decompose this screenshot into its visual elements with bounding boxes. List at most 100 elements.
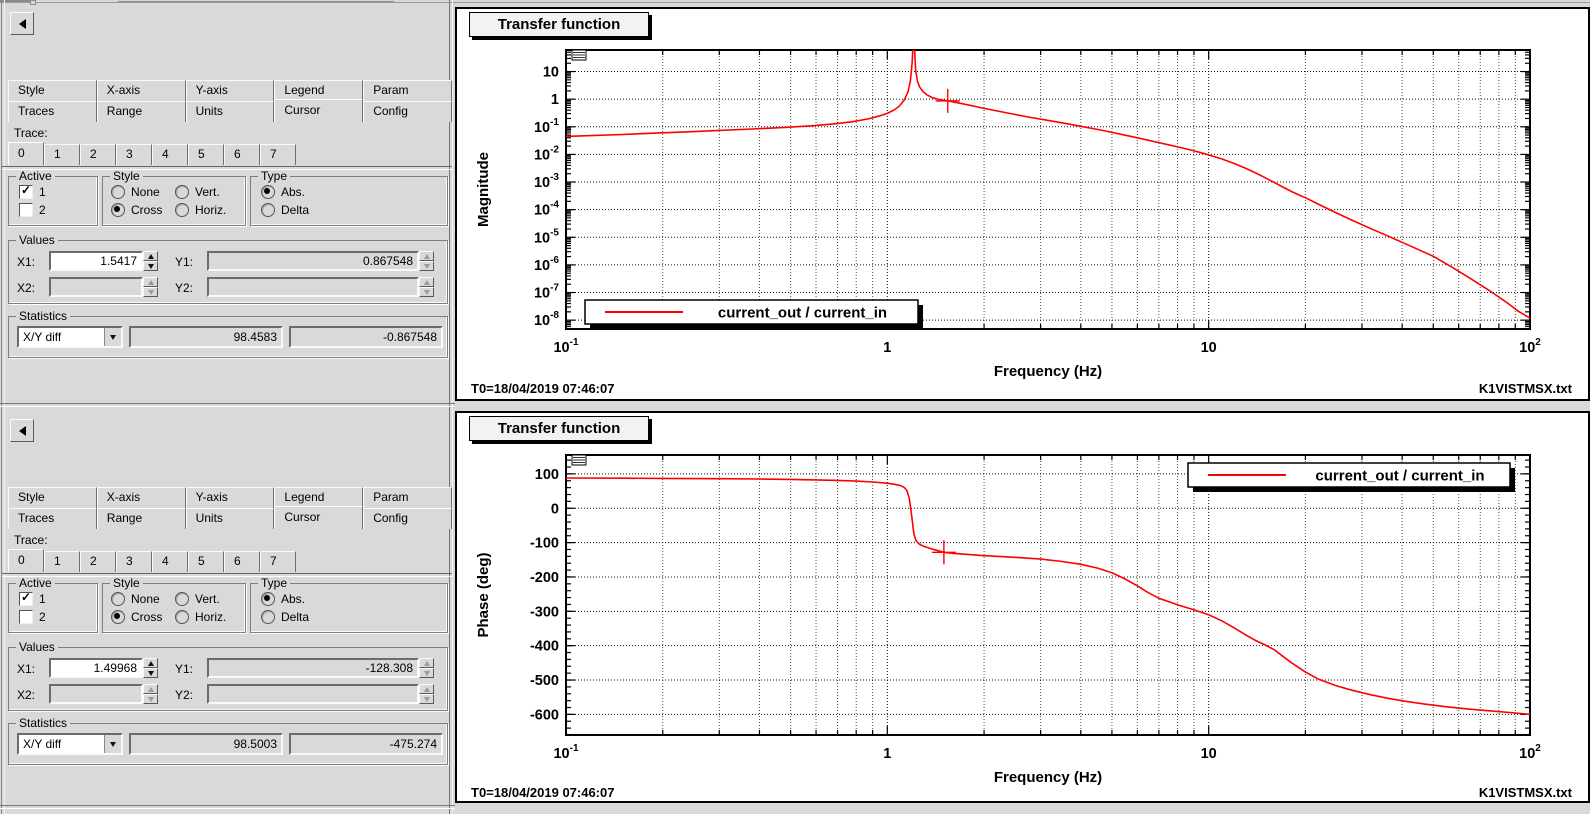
plot-frame [565, 49, 1531, 330]
plot-title-text: Transfer function [497, 420, 621, 437]
style-vert-radio[interactable] [175, 185, 189, 199]
type-delta-radio[interactable] [261, 203, 275, 217]
y2-spinner [419, 684, 434, 704]
style-horiz-radio[interactable] [175, 610, 189, 624]
trace-tab-0[interactable]: 0 [8, 549, 44, 572]
cursor-1-checkbox[interactable] [19, 183, 33, 199]
legend-box[interactable]: current_out / current_in [1187, 462, 1515, 492]
type-group: Type Abs. Delta [250, 170, 448, 226]
spin-down-icon [419, 261, 434, 271]
cursor-2-checkbox[interactable] [19, 203, 33, 217]
plot-title[interactable]: Transfer function [469, 416, 649, 441]
legend-box[interactable]: current_out / current_in [584, 299, 923, 329]
left-arrow-icon [18, 425, 26, 436]
tab-cursor[interactable]: Cursor [274, 506, 364, 529]
spin-up-icon[interactable] [143, 251, 158, 261]
tab-range[interactable]: Range [96, 101, 186, 122]
tab-config[interactable]: Config [363, 508, 452, 529]
plot-title[interactable]: Transfer function [469, 12, 649, 37]
x2-field[interactable] [49, 277, 143, 297]
x1-input[interactable]: 1.5417 [49, 251, 143, 271]
spin-down-icon[interactable] [143, 261, 158, 271]
y1-field: 0.867548 [207, 251, 419, 271]
tab-units[interactable]: Units [185, 101, 275, 122]
type-delta-radio[interactable] [261, 610, 275, 624]
svg-text:-400: -400 [530, 639, 559, 655]
tab-traces[interactable]: Traces [8, 101, 97, 122]
cursor-2-checkbox[interactable] [19, 610, 33, 624]
tab-traces[interactable]: Traces [8, 508, 97, 529]
style-cross-radio[interactable] [111, 203, 125, 217]
trace-tab-1[interactable]: 1 [44, 144, 80, 165]
collapse-panel-button[interactable] [10, 12, 34, 35]
tab-x-axis[interactable]: X-axis [96, 487, 186, 508]
cursor-cross[interactable] [931, 540, 956, 565]
trace-tab-3[interactable]: 3 [116, 551, 152, 572]
tab-y-axis[interactable]: Y-axis [185, 487, 275, 508]
statistics-x-value: 98.4583 [129, 326, 283, 348]
trace-tab-3[interactable]: 3 [116, 144, 152, 165]
statistics-mode-dropdown[interactable]: X/Y diff [17, 733, 123, 755]
style-horiz-radio[interactable] [175, 203, 189, 217]
tab-cursor[interactable]: Cursor [274, 99, 364, 122]
cursor-1-checkbox[interactable] [19, 590, 33, 606]
trace-tab-2[interactable]: 2 [80, 551, 116, 572]
trace-tab-5[interactable]: 5 [188, 551, 224, 572]
collapse-panel-button[interactable] [10, 419, 34, 442]
trace-tab-7[interactable]: 7 [260, 144, 296, 165]
trace-tab-5[interactable]: 5 [188, 144, 224, 165]
trace-tab-4[interactable]: 4 [152, 551, 188, 572]
x1-spinner[interactable] [143, 251, 158, 271]
tab-y-axis[interactable]: Y-axis [185, 80, 275, 101]
spin-up-icon[interactable] [143, 658, 158, 668]
dropdown-arrow-icon[interactable] [104, 735, 121, 753]
x1-spinner[interactable] [143, 658, 158, 678]
spin-up-icon [143, 277, 158, 287]
cursor-cross[interactable] [935, 88, 960, 113]
svg-text:current_out / current_in: current_out / current_in [718, 305, 887, 322]
tab-units[interactable]: Units [185, 508, 275, 529]
window-chrome-remnant [0, 0, 30, 2]
statistics-mode-dropdown[interactable]: X/Y diff [17, 326, 123, 348]
tab-style[interactable]: Style [8, 80, 97, 101]
y1-field: -128.308 [207, 658, 419, 678]
grid-lines [566, 455, 1530, 735]
tab-param[interactable]: Param [363, 80, 452, 101]
trace-tab-1[interactable]: 1 [44, 551, 80, 572]
tab-legend[interactable]: Legend [274, 487, 364, 508]
trace-tab-2[interactable]: 2 [80, 144, 116, 165]
tab-style[interactable]: Style [8, 487, 97, 508]
tab-range[interactable]: Range [96, 508, 186, 529]
trace-tab-4[interactable]: 4 [152, 144, 188, 165]
style-none-radio[interactable] [111, 592, 125, 606]
x2-label: X2: [17, 688, 36, 702]
x1-input[interactable]: 1.49968 [49, 658, 143, 678]
svg-text:102: 102 [1519, 743, 1541, 762]
phase-plot[interactable]: current_out / current_in 10-1 1 10 102 100 0 -1… [457, 413, 1586, 801]
trace-tab-6[interactable]: 6 [224, 144, 260, 165]
panel-divider-line [449, 0, 453, 814]
axis-ticks [565, 49, 1531, 330]
spin-down-icon[interactable] [143, 668, 158, 678]
type-abs-radio[interactable] [261, 592, 275, 606]
type-abs-radio[interactable] [261, 185, 275, 199]
axis-ticks [565, 455, 1531, 736]
group-title: Statistics [16, 310, 71, 322]
style-vert-radio[interactable] [175, 592, 189, 606]
dropdown-arrow-icon[interactable] [104, 328, 121, 346]
tab-config[interactable]: Config [363, 101, 452, 122]
trace-tab-6[interactable]: 6 [224, 551, 260, 572]
style-cross-radio[interactable] [111, 610, 125, 624]
values-group: Values X1: 1.5417 Y1: 0.867548 X2: Y2: [8, 234, 448, 304]
x2-field[interactable] [49, 684, 143, 704]
tab-legend[interactable]: Legend [274, 80, 364, 101]
tab-param[interactable]: Param [363, 487, 452, 508]
y1-label: Y1: [175, 255, 194, 269]
trace-tab-7[interactable]: 7 [260, 551, 296, 572]
statistics-group: Statistics X/Y diff 98.5003 -475.274 [8, 717, 448, 765]
tab-x-axis[interactable]: X-axis [96, 80, 186, 101]
style-none-radio[interactable] [111, 185, 125, 199]
trace-tab-0[interactable]: 0 [8, 142, 44, 165]
